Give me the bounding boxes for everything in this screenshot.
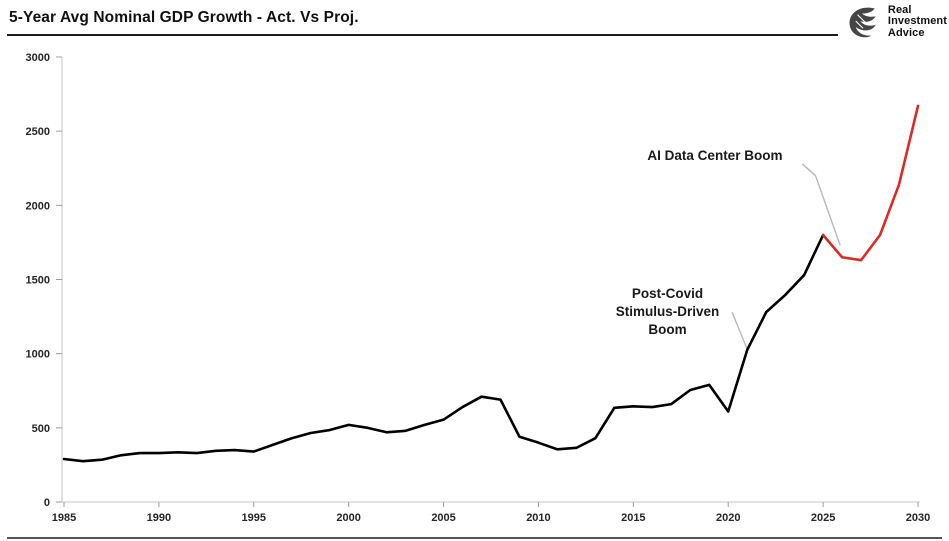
chart-area: 0 500 1000 1500 2000 2500 3000 1985 1990 1995 2000… xyxy=(0,36,949,541)
svg-text:3000: 3000 xyxy=(26,52,50,64)
svg-text:1990: 1990 xyxy=(147,512,171,524)
brand-name-line: Advice xyxy=(887,26,925,39)
brand-logo: Real Investment Advice xyxy=(837,2,949,44)
lion-icon xyxy=(849,7,876,38)
svg-text:2500: 2500 xyxy=(26,126,50,138)
svg-text:2000: 2000 xyxy=(26,200,50,212)
line-chart: 0 500 1000 1500 2000 2500 3000 1985 1990 1995 2000… xyxy=(7,52,942,539)
svg-text:1995: 1995 xyxy=(242,512,266,524)
svg-text:2030: 2030 xyxy=(906,512,930,524)
svg-text:0: 0 xyxy=(44,497,50,509)
svg-text:1985: 1985 xyxy=(52,512,76,524)
brand-name: Real Investment Advice xyxy=(887,3,947,40)
brand-name-line: Investment xyxy=(887,15,947,28)
svg-text:2000: 2000 xyxy=(336,512,360,524)
svg-text:1500: 1500 xyxy=(26,275,50,287)
chart-header: 5-Year Avg Nominal GDP Growth - Act. Vs … xyxy=(7,0,942,36)
svg-text:2005: 2005 xyxy=(431,512,455,524)
svg-text:2020: 2020 xyxy=(716,512,740,524)
brand-name-line: Real xyxy=(887,3,912,16)
chart-title: 5-Year Avg Nominal GDP Growth - Act. Vs … xyxy=(9,9,359,26)
svg-text:500: 500 xyxy=(32,423,50,435)
svg-text:2025: 2025 xyxy=(811,512,835,524)
svg-text:2010: 2010 xyxy=(526,512,550,524)
svg-text:2015: 2015 xyxy=(621,512,645,524)
svg-text:1000: 1000 xyxy=(26,349,50,361)
